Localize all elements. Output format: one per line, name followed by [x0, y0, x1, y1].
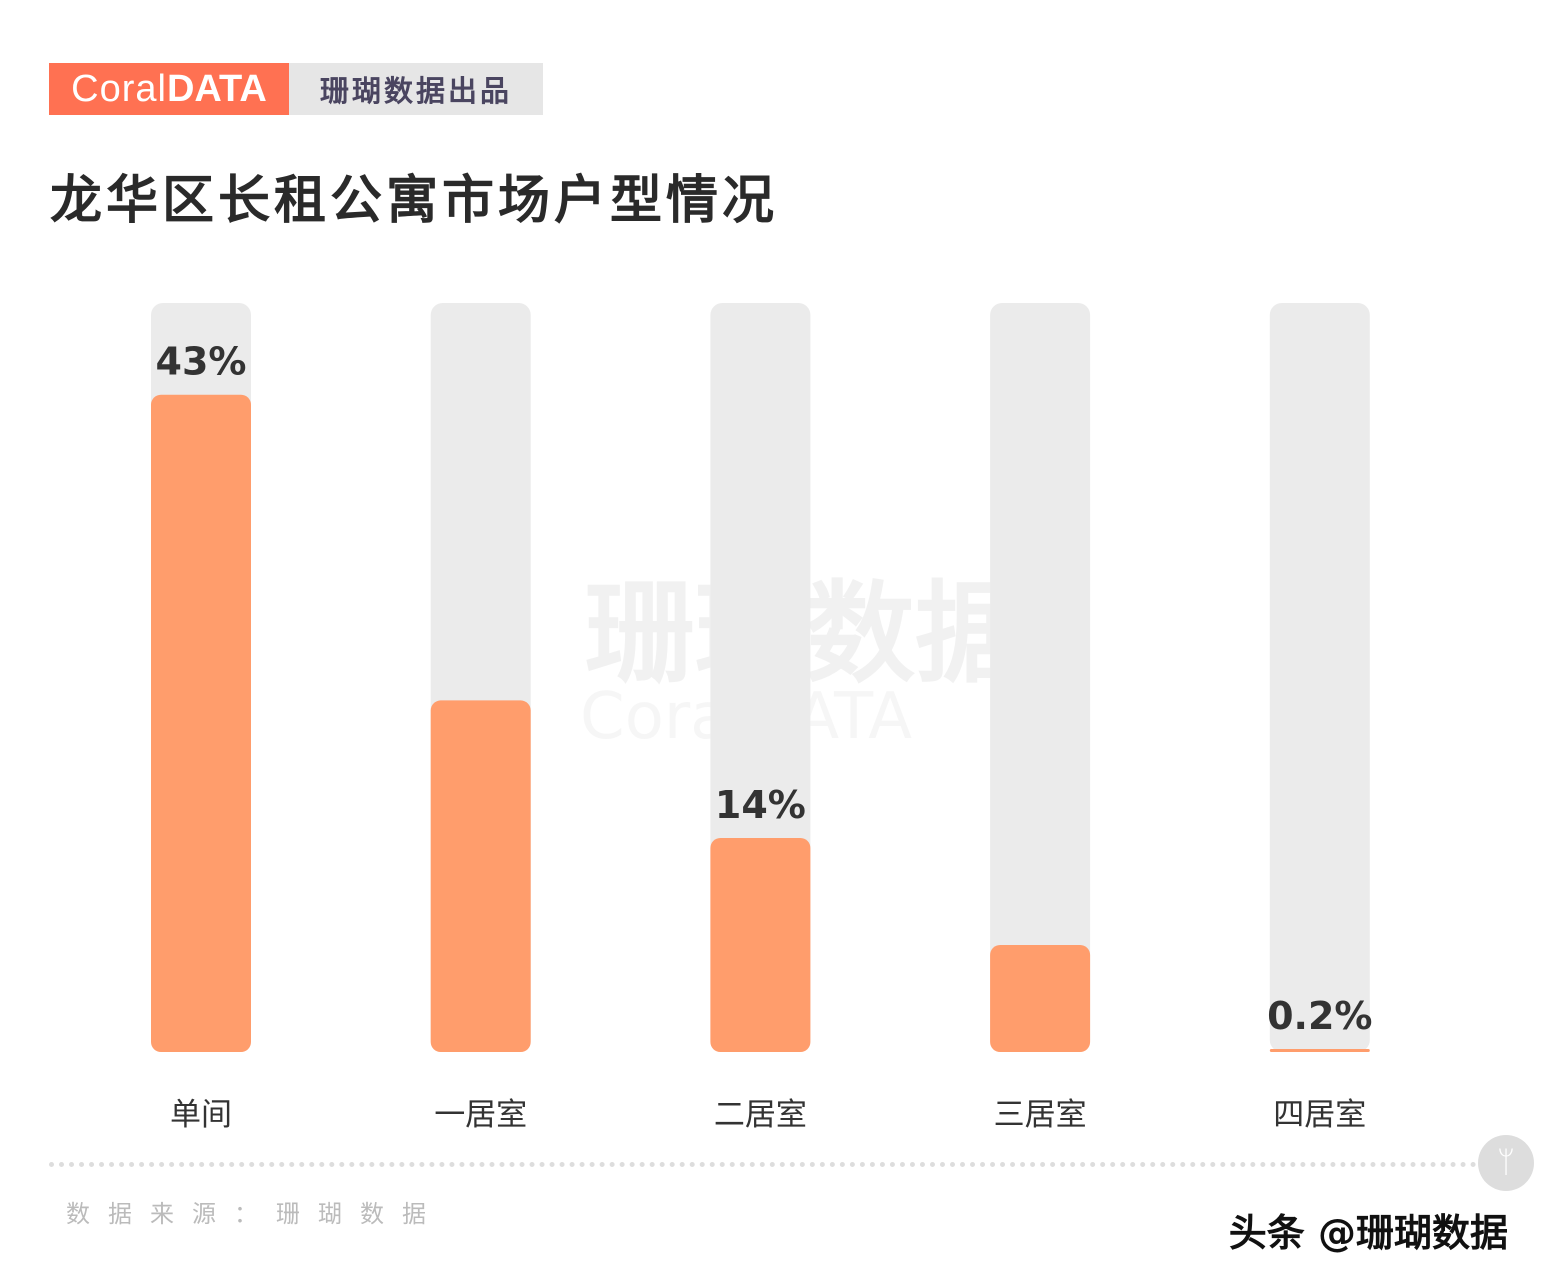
- bar-单间: [151, 394, 251, 1052]
- brand-header: Coral DATA 珊瑚数据出品: [49, 63, 543, 115]
- bar-track: [990, 303, 1091, 1052]
- data-source: 数据来源：珊瑚数据: [66, 1200, 444, 1228]
- bar-一居室: [430, 700, 531, 1052]
- data-label: 14%: [715, 783, 806, 827]
- chart-title: 龙华区长租公寓市场户型情况: [50, 171, 779, 231]
- credit-watermark: 头条 @珊瑚数据: [1228, 1211, 1508, 1255]
- footer-divider: [49, 1162, 1477, 1167]
- category-label: 三居室: [994, 1097, 1087, 1133]
- bar-二居室: [710, 838, 811, 1052]
- data-label: 0.2%: [1267, 994, 1372, 1038]
- logo-text-light: Coral: [71, 67, 167, 110]
- category-label: 一居室: [434, 1097, 527, 1133]
- category-label: 单间: [170, 1097, 232, 1133]
- bar-三居室: [990, 945, 1091, 1052]
- bar-四居室: [1269, 1048, 1370, 1052]
- coraldata-logo: Coral DATA: [49, 63, 289, 115]
- logo-text-bold: DATA: [166, 67, 267, 110]
- bar-track: [1269, 303, 1370, 1052]
- category-label: 四居室: [1273, 1097, 1366, 1133]
- brand-subtitle: 珊瑚数据出品: [289, 63, 543, 115]
- data-label: 43%: [156, 340, 247, 384]
- coral-logo-icon: ᛘ: [1478, 1135, 1534, 1191]
- category-label: 二居室: [714, 1097, 807, 1133]
